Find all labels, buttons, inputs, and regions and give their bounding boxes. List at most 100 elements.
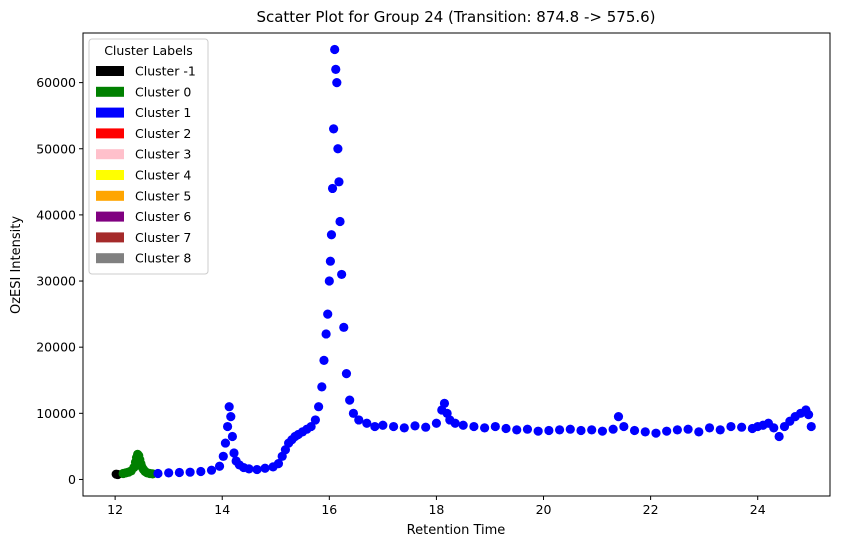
data-point <box>244 464 254 474</box>
data-point <box>370 421 380 432</box>
data-point <box>326 230 337 240</box>
legend-swatch <box>96 170 124 180</box>
data-point <box>683 424 693 434</box>
data-point <box>490 421 500 432</box>
data-point <box>339 322 349 332</box>
x-tick-label: 18 <box>428 502 444 517</box>
data-point <box>345 395 355 405</box>
data-point <box>252 464 262 475</box>
y-tick-label: 50000 <box>36 141 76 156</box>
x-tick-label: 14 <box>214 502 230 517</box>
y-tick-label: 60000 <box>36 75 76 90</box>
legend-title: Cluster Labels <box>104 43 193 58</box>
data-point <box>421 422 431 432</box>
data-point <box>332 78 342 88</box>
y-axis-ticks: 0 10000 20000 30000 40000 50000 60000 <box>36 75 83 487</box>
data-point <box>323 309 333 319</box>
data-point <box>399 423 409 433</box>
data-point <box>651 428 661 438</box>
data-point <box>260 463 270 473</box>
data-point <box>220 438 231 448</box>
data-point <box>226 412 236 422</box>
data-point <box>388 421 399 432</box>
data-point <box>726 421 736 432</box>
data-point <box>330 44 340 55</box>
data-point <box>737 422 747 432</box>
chart-title: Scatter Plot for Group 24 (Transition: 8… <box>256 8 655 26</box>
data-point <box>164 468 174 478</box>
data-point <box>431 418 442 428</box>
data-point <box>769 423 779 433</box>
data-point <box>218 451 228 461</box>
data-point <box>306 421 316 432</box>
data-point <box>480 423 490 433</box>
data-point <box>335 216 345 227</box>
legend-swatch <box>96 190 124 201</box>
data-point <box>378 420 388 430</box>
x-tick-label: 22 <box>643 502 659 517</box>
data-point <box>174 467 184 478</box>
legend-entry-label: Cluster 0 <box>135 84 191 99</box>
data-point <box>554 425 565 435</box>
legend-entry-label: Cluster 6 <box>135 209 191 224</box>
data-point <box>222 421 233 432</box>
data-point <box>362 418 372 428</box>
data-point <box>512 425 522 435</box>
legend-swatch <box>96 128 124 139</box>
plot-frame <box>82 32 831 497</box>
data-points <box>111 44 816 480</box>
data-point <box>613 412 624 422</box>
data-point <box>694 427 704 437</box>
data-point <box>522 424 533 434</box>
data-point <box>774 431 784 442</box>
data-point <box>321 329 331 339</box>
legend: Cluster Labels Cluster -1 Cluster 0 Cluste… <box>88 38 209 275</box>
y-tick-label: 40000 <box>36 207 76 222</box>
data-point <box>348 408 359 418</box>
legend-entry-label: Cluster 2 <box>135 126 191 141</box>
legend-entry-label: Cluster 7 <box>135 230 191 245</box>
data-point <box>319 355 329 366</box>
legend-swatch <box>96 253 124 264</box>
data-point <box>640 427 650 437</box>
data-point <box>803 410 814 420</box>
data-point <box>629 425 640 436</box>
legend-entry-label: Cluster -1 <box>135 64 196 79</box>
data-point <box>227 431 237 442</box>
y-tick-label: 20000 <box>36 340 76 355</box>
data-point <box>329 124 339 134</box>
legend-swatch <box>96 149 124 160</box>
data-point <box>331 64 341 74</box>
y-axis-label: OzESI Intensity <box>9 216 24 314</box>
x-tick-label: 16 <box>321 502 337 517</box>
data-point <box>565 424 575 434</box>
data-point <box>327 183 338 194</box>
legend-entry-label: Cluster 1 <box>135 105 191 120</box>
data-point <box>662 426 672 436</box>
data-point <box>341 369 352 379</box>
x-tick-label: 24 <box>750 502 766 517</box>
data-point <box>608 424 618 434</box>
legend-swatch <box>96 86 124 97</box>
y-tick-label: 10000 <box>36 406 76 421</box>
data-point <box>544 425 554 436</box>
data-point <box>314 402 324 412</box>
data-point <box>185 467 195 477</box>
data-point <box>324 276 334 286</box>
legend-entry-label: Cluster 4 <box>135 168 191 183</box>
legend-swatch <box>96 66 124 76</box>
data-point <box>450 418 460 428</box>
data-point <box>576 425 586 436</box>
data-point <box>196 466 206 477</box>
data-point <box>317 382 327 392</box>
data-point <box>310 415 320 425</box>
data-point <box>439 398 450 408</box>
data-point <box>587 425 597 435</box>
y-tick-label: 30000 <box>36 274 76 289</box>
data-point <box>619 421 629 432</box>
data-point <box>206 465 217 475</box>
data-point <box>334 177 344 187</box>
data-point <box>229 448 239 458</box>
legend-entry-label: Cluster 8 <box>135 251 191 266</box>
